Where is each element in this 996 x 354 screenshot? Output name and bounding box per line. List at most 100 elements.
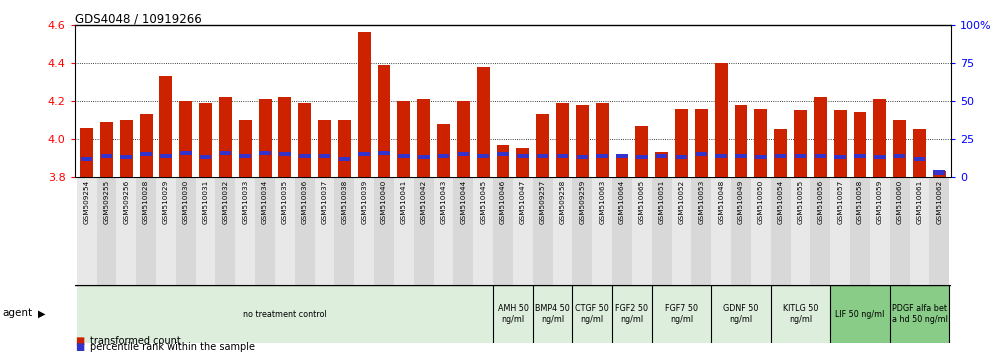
Text: transformed count: transformed count (90, 336, 180, 346)
Text: GDNF 50
ng/ml: GDNF 50 ng/ml (723, 304, 759, 324)
Bar (631, 177, 651, 285)
Bar (854, 112, 867, 177)
Bar (477, 154, 489, 158)
Bar (437, 154, 449, 158)
Bar (255, 177, 275, 285)
Text: ■: ■ (75, 336, 84, 346)
Bar (671, 177, 691, 285)
Bar (695, 152, 707, 156)
Bar (893, 120, 906, 177)
Bar (870, 177, 889, 285)
Text: GSM510053: GSM510053 (698, 180, 704, 224)
Bar (573, 285, 613, 343)
Bar (913, 156, 925, 161)
Text: GSM510039: GSM510039 (362, 180, 368, 224)
Bar (556, 103, 569, 177)
Bar (398, 154, 409, 158)
Bar (359, 152, 371, 156)
Text: GSM510035: GSM510035 (282, 180, 288, 224)
Bar (199, 103, 212, 177)
Bar (259, 150, 271, 155)
Bar (873, 99, 886, 177)
Bar (933, 171, 946, 177)
Bar (215, 177, 235, 285)
Bar (734, 105, 747, 177)
Bar (577, 155, 589, 159)
Bar (279, 152, 291, 156)
Bar (355, 177, 374, 285)
Text: GSM510050: GSM510050 (758, 180, 764, 224)
Bar (176, 177, 195, 285)
Bar (418, 155, 429, 159)
Text: GSM510037: GSM510037 (322, 180, 328, 224)
Text: FGF2 50
ng/ml: FGF2 50 ng/ml (616, 304, 648, 324)
Bar (200, 155, 211, 159)
Text: GSM510042: GSM510042 (420, 180, 426, 224)
Text: GSM510031: GSM510031 (202, 180, 208, 224)
Bar (814, 97, 827, 177)
Text: PDGF alfa bet
a hd 50 ng/ml: PDGF alfa bet a hd 50 ng/ml (891, 304, 947, 324)
Text: GSM510058: GSM510058 (857, 180, 863, 224)
Bar (771, 285, 831, 343)
Bar (874, 155, 885, 159)
Bar (493, 285, 533, 343)
Bar (711, 177, 731, 285)
Text: KITLG 50
ng/ml: KITLG 50 ng/ml (783, 304, 818, 324)
Bar (235, 177, 255, 285)
Bar (377, 65, 390, 177)
Text: GSM509258: GSM509258 (560, 180, 566, 224)
Bar (140, 152, 151, 156)
Bar (576, 105, 589, 177)
Text: GSM509259: GSM509259 (580, 180, 586, 224)
Bar (715, 154, 727, 158)
Bar (695, 109, 708, 177)
Bar (80, 127, 93, 177)
Bar (533, 177, 553, 285)
Text: GSM510029: GSM510029 (163, 180, 169, 224)
Text: GSM510051: GSM510051 (658, 180, 664, 224)
Text: GSM510040: GSM510040 (381, 180, 387, 224)
Bar (497, 145, 510, 177)
Bar (298, 103, 311, 177)
Bar (731, 177, 751, 285)
Text: GSM509256: GSM509256 (124, 180, 129, 224)
Bar (636, 155, 647, 159)
Bar (394, 177, 413, 285)
Text: GSM509255: GSM509255 (104, 180, 110, 224)
Bar (77, 177, 97, 285)
Bar (815, 154, 826, 158)
Text: GSM510046: GSM510046 (500, 180, 506, 224)
Bar (516, 148, 529, 177)
Bar (675, 109, 688, 177)
Bar (774, 130, 787, 177)
Bar (77, 285, 493, 343)
Bar (101, 154, 113, 158)
Text: GSM510032: GSM510032 (222, 180, 228, 224)
Text: GSM510034: GSM510034 (262, 180, 268, 224)
Bar (557, 154, 569, 158)
Bar (691, 177, 711, 285)
Bar (651, 177, 671, 285)
Text: GSM510049: GSM510049 (738, 180, 744, 224)
Text: GSM510054: GSM510054 (778, 180, 784, 224)
Text: ▶: ▶ (38, 308, 46, 318)
Bar (593, 177, 613, 285)
Text: GSM510048: GSM510048 (718, 180, 724, 224)
Text: GSM510052: GSM510052 (678, 180, 684, 224)
Text: agent: agent (2, 308, 32, 318)
Bar (850, 177, 870, 285)
Bar (315, 177, 335, 285)
Bar (635, 126, 648, 177)
Bar (616, 154, 628, 177)
Bar (139, 114, 152, 177)
Text: AMH 50
ng/ml: AMH 50 ng/ml (498, 304, 528, 324)
Bar (751, 177, 771, 285)
Bar (909, 177, 929, 285)
Bar (855, 154, 866, 158)
Bar (120, 120, 132, 177)
Text: GSM510055: GSM510055 (798, 180, 804, 224)
Bar (239, 120, 252, 177)
Text: GSM510063: GSM510063 (600, 180, 606, 224)
Text: GSM510061: GSM510061 (916, 180, 922, 224)
Bar (835, 155, 846, 159)
